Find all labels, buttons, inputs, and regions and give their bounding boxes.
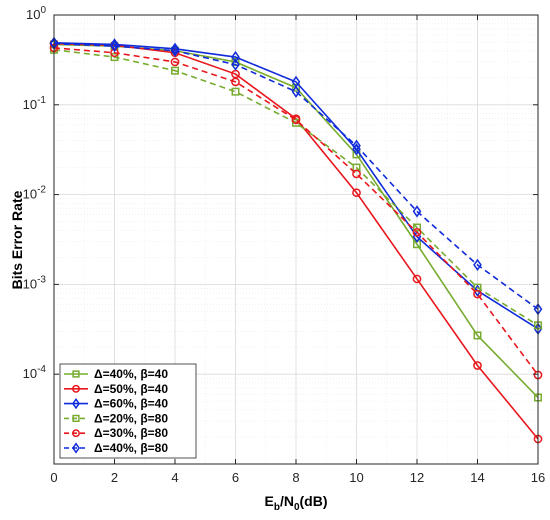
data-point-circle (473, 361, 482, 370)
legend-label: Δ=20%, β=80 (94, 411, 168, 425)
y-tick-label: 100 (26, 5, 46, 22)
data-point-square (231, 87, 240, 96)
y-tick-label: 10-1 (23, 95, 47, 112)
legend-item: Δ=30%, β=80 (64, 426, 168, 440)
data-point-diamond (170, 42, 180, 55)
series-line (53, 47, 539, 376)
data-point-square (72, 414, 80, 423)
major-gridlines (54, 15, 538, 464)
legend-label: Δ=30%, β=80 (94, 426, 168, 440)
y-tick-label: 10-2 (23, 185, 47, 202)
data-point-circle (473, 289, 482, 299)
legend-label: Δ=50%, β=40 (94, 382, 168, 396)
data-point-circle (412, 274, 422, 284)
legend-box (59, 363, 197, 459)
data-point-diamond (412, 205, 422, 218)
x-tick-label: 4 (171, 470, 178, 485)
x-tick-label: 10 (349, 470, 363, 485)
data-point-diamond (473, 258, 482, 272)
data-point-diamond (72, 442, 80, 454)
data-point-diamond (231, 50, 240, 64)
data-point-circle (170, 57, 180, 67)
x-tick-labels: 0 2 4 6 8 10 12 14 16 (50, 470, 545, 485)
data-point-diamond (231, 58, 240, 71)
data-point-square (110, 53, 119, 62)
series-layer (49, 36, 543, 444)
y-tick-label: 10-4 (23, 364, 47, 381)
legend-label: Δ=40%, β=80 (94, 441, 168, 455)
series-line (53, 42, 539, 310)
x-tick-label: 6 (232, 470, 239, 485)
legend-item: Δ=40%, β=80 (64, 441, 168, 455)
axis-ticks (53, 14, 539, 464)
y-tick-labels: 100 10-1 10-2 10-3 10-4 (23, 5, 47, 381)
data-point-diamond (291, 85, 301, 98)
data-point-square (473, 331, 482, 340)
legend-item: Δ=60%, β=40 (64, 397, 168, 411)
data-point-diamond (72, 397, 80, 410)
data-point-circle (72, 384, 80, 393)
x-tick-label: 16 (531, 470, 545, 485)
data-point-circle (352, 169, 361, 179)
x-tick-label: 0 (50, 470, 57, 485)
data-point-circle (72, 429, 80, 438)
legend-item: Δ=20%, β=80 (64, 411, 168, 425)
x-tick-label: 2 (111, 470, 118, 485)
data-point-square (171, 66, 179, 75)
data-point-circle (412, 227, 422, 237)
data-point-diamond (352, 139, 361, 152)
x-tick-label: 8 (292, 470, 299, 485)
x-tick-label: 12 (410, 470, 424, 485)
legend-label: Δ=40%, β=40 (94, 367, 168, 381)
data-point-square (413, 223, 421, 232)
data-point-circle (231, 77, 240, 87)
y-tick-label: 10-3 (23, 274, 47, 291)
y-axis-title: Bits Error Rate (9, 190, 25, 289)
legend-label: Δ=60%, β=40 (94, 397, 168, 411)
data-point-circle (291, 115, 301, 125)
legend-item: Δ=50%, β=40 (64, 382, 168, 396)
data-point-diamond (170, 44, 180, 57)
data-point-circle (352, 188, 361, 198)
legend: Δ=40%, β=40Δ=50%, β=40Δ=60%, β=40Δ=20%, … (59, 363, 197, 459)
data-point-diamond (110, 39, 119, 53)
x-axis-title: Eb/N0(dB) (264, 493, 327, 513)
x-tick-label: 14 (470, 470, 484, 485)
data-point-square (72, 370, 80, 378)
series-line (53, 42, 539, 330)
data-point-circle (110, 48, 119, 58)
data-point-square (292, 83, 300, 92)
legend-item: Δ=40%, β=40 (64, 367, 168, 381)
